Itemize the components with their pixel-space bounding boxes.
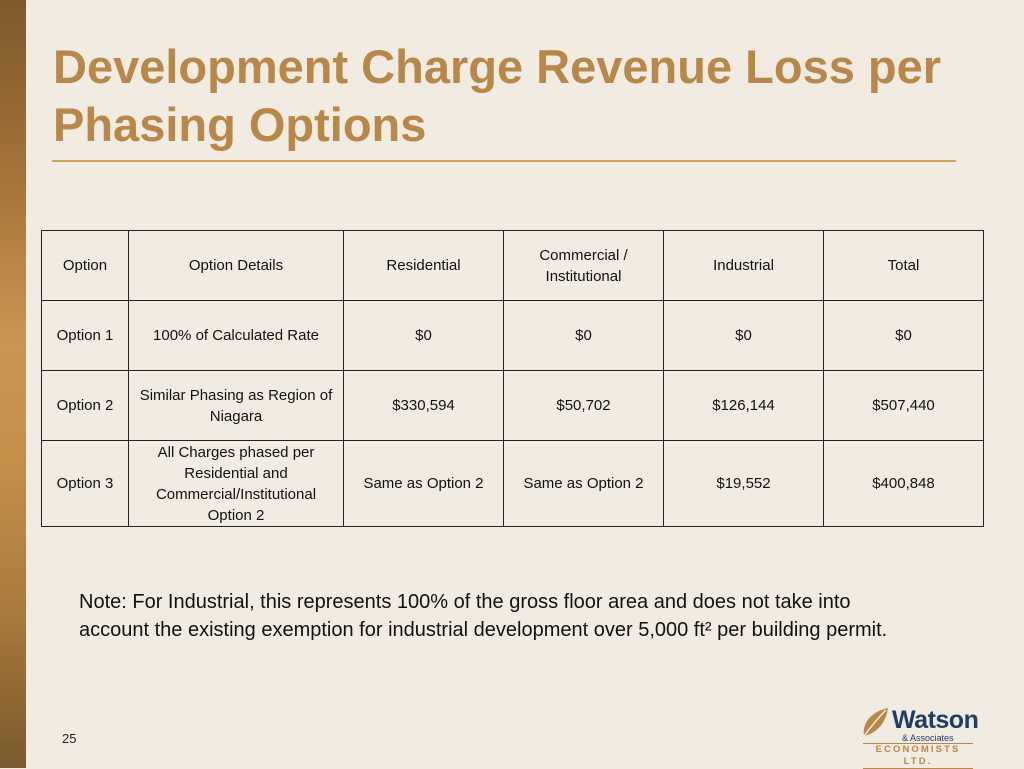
logo-tagline: ECONOMISTS LTD. (863, 743, 973, 769)
title-underline (52, 160, 956, 162)
header-commercial-institutional: Commercial / Institutional (503, 230, 664, 301)
cell-residential: $330,594 (343, 370, 504, 441)
cell-option-details: Similar Phasing as Region of Niagara (128, 370, 344, 441)
cell-option-details: 100% of Calculated Rate (128, 300, 344, 371)
cell-commercial-institutional: Same as Option 2 (503, 440, 664, 527)
header-option: Option (41, 230, 129, 301)
cell-commercial-institutional: $50,702 (503, 370, 664, 441)
cell-industrial: $0 (663, 300, 824, 371)
table-header-row: Option Option Details Residential Commer… (41, 230, 984, 301)
cell-total: $507,440 (823, 370, 984, 441)
cell-option: Option 2 (41, 370, 129, 441)
slide-title: Development Charge Revenue Loss per Phas… (53, 40, 942, 151)
cell-total: $400,848 (823, 440, 984, 527)
phasing-options-table: Option Option Details Residential Commer… (41, 230, 984, 527)
cell-commercial-institutional: $0 (503, 300, 664, 371)
cell-residential: Same as Option 2 (343, 440, 504, 527)
watson-logo: Watson & Associates ECONOMISTS LTD. (860, 706, 979, 769)
table-row: Option 2 Similar Phasing as Region of Ni… (41, 370, 984, 441)
header-total: Total (823, 230, 984, 301)
footnote: Note: For Industrial, this represents 10… (79, 591, 888, 641)
side-accent-bar (0, 0, 26, 768)
cell-total: $0 (823, 300, 984, 371)
cell-option-details: All Charges phased per Residential and C… (128, 440, 344, 527)
table-row: Option 1 100% of Calculated Rate $0 $0 $… (41, 300, 984, 371)
leaf-icon (863, 708, 888, 737)
cell-industrial: $126,144 (663, 370, 824, 441)
table-row: Option 3 All Charges phased per Resident… (41, 440, 984, 527)
header-option-details: Option Details (128, 230, 344, 301)
header-industrial: Industrial (663, 230, 824, 301)
logo-name: Watson (892, 706, 979, 734)
cell-residential: $0 (343, 300, 504, 371)
page-number: 25 (62, 731, 77, 746)
logo-subtitle: & Associates (902, 733, 954, 743)
header-residential: Residential (343, 230, 504, 301)
cell-option: Option 1 (41, 300, 129, 371)
cell-industrial: $19,552 (663, 440, 824, 527)
cell-option: Option 3 (41, 440, 129, 527)
